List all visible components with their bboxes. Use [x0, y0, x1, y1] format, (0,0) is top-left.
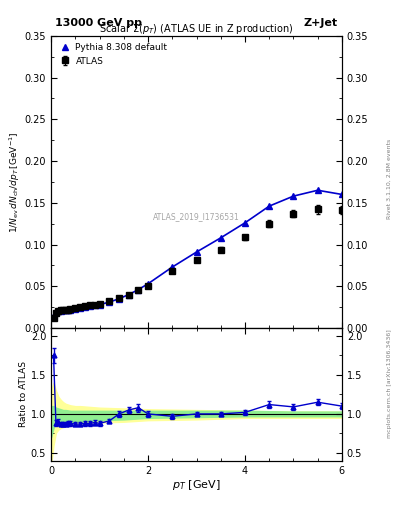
Pythia 8.308 default — [83, 304, 87, 310]
Pythia 8.308 default — [126, 291, 131, 297]
Text: 13000 GeV pp: 13000 GeV pp — [55, 18, 142, 28]
Pythia 8.308 default — [97, 302, 102, 308]
Pythia 8.308 default — [51, 312, 56, 318]
Text: Rivet 3.1.10, 2.8M events: Rivet 3.1.10, 2.8M events — [387, 139, 392, 219]
Pythia 8.308 default — [340, 191, 344, 198]
Pythia 8.308 default — [194, 249, 199, 255]
Pythia 8.308 default — [73, 306, 78, 312]
Y-axis label: $1/N_\mathrm{ev}\,dN_\mathrm{ch}/dp_T\,[\mathrm{GeV}^{-1}]$: $1/N_\mathrm{ev}\,dN_\mathrm{ch}/dp_T\,[… — [7, 131, 22, 232]
Pythia 8.308 default — [136, 287, 141, 293]
Text: Z+Jet: Z+Jet — [304, 18, 338, 28]
Pythia 8.308 default — [291, 193, 296, 199]
Pythia 8.308 default — [53, 309, 58, 315]
Line: Pythia 8.308 default: Pythia 8.308 default — [51, 187, 345, 318]
Pythia 8.308 default — [107, 299, 112, 305]
Pythia 8.308 default — [66, 307, 70, 313]
Pythia 8.308 default — [61, 307, 66, 313]
Pythia 8.308 default — [68, 307, 73, 313]
Legend: Pythia 8.308 default, ATLAS: Pythia 8.308 default, ATLAS — [55, 40, 170, 68]
Pythia 8.308 default — [59, 308, 63, 314]
Pythia 8.308 default — [219, 235, 223, 241]
Pythia 8.308 default — [88, 303, 92, 309]
Pythia 8.308 default — [56, 308, 61, 314]
Y-axis label: Ratio to ATLAS: Ratio to ATLAS — [19, 361, 28, 428]
Pythia 8.308 default — [63, 307, 68, 313]
X-axis label: $p_T$ [GeV]: $p_T$ [GeV] — [172, 478, 221, 493]
Pythia 8.308 default — [267, 203, 272, 209]
Pythia 8.308 default — [92, 303, 97, 309]
Pythia 8.308 default — [117, 296, 121, 302]
Pythia 8.308 default — [170, 264, 174, 270]
Title: Scalar $\Sigma(p_T)$ (ATLAS UE in Z production): Scalar $\Sigma(p_T)$ (ATLAS UE in Z prod… — [99, 22, 294, 36]
Pythia 8.308 default — [78, 305, 83, 311]
Pythia 8.308 default — [146, 281, 151, 287]
Text: ATLAS_2019_I1736531: ATLAS_2019_I1736531 — [153, 212, 240, 222]
Pythia 8.308 default — [242, 220, 247, 226]
Text: mcplots.cern.ch [arXiv:1306.3436]: mcplots.cern.ch [arXiv:1306.3436] — [387, 330, 392, 438]
Pythia 8.308 default — [315, 187, 320, 194]
